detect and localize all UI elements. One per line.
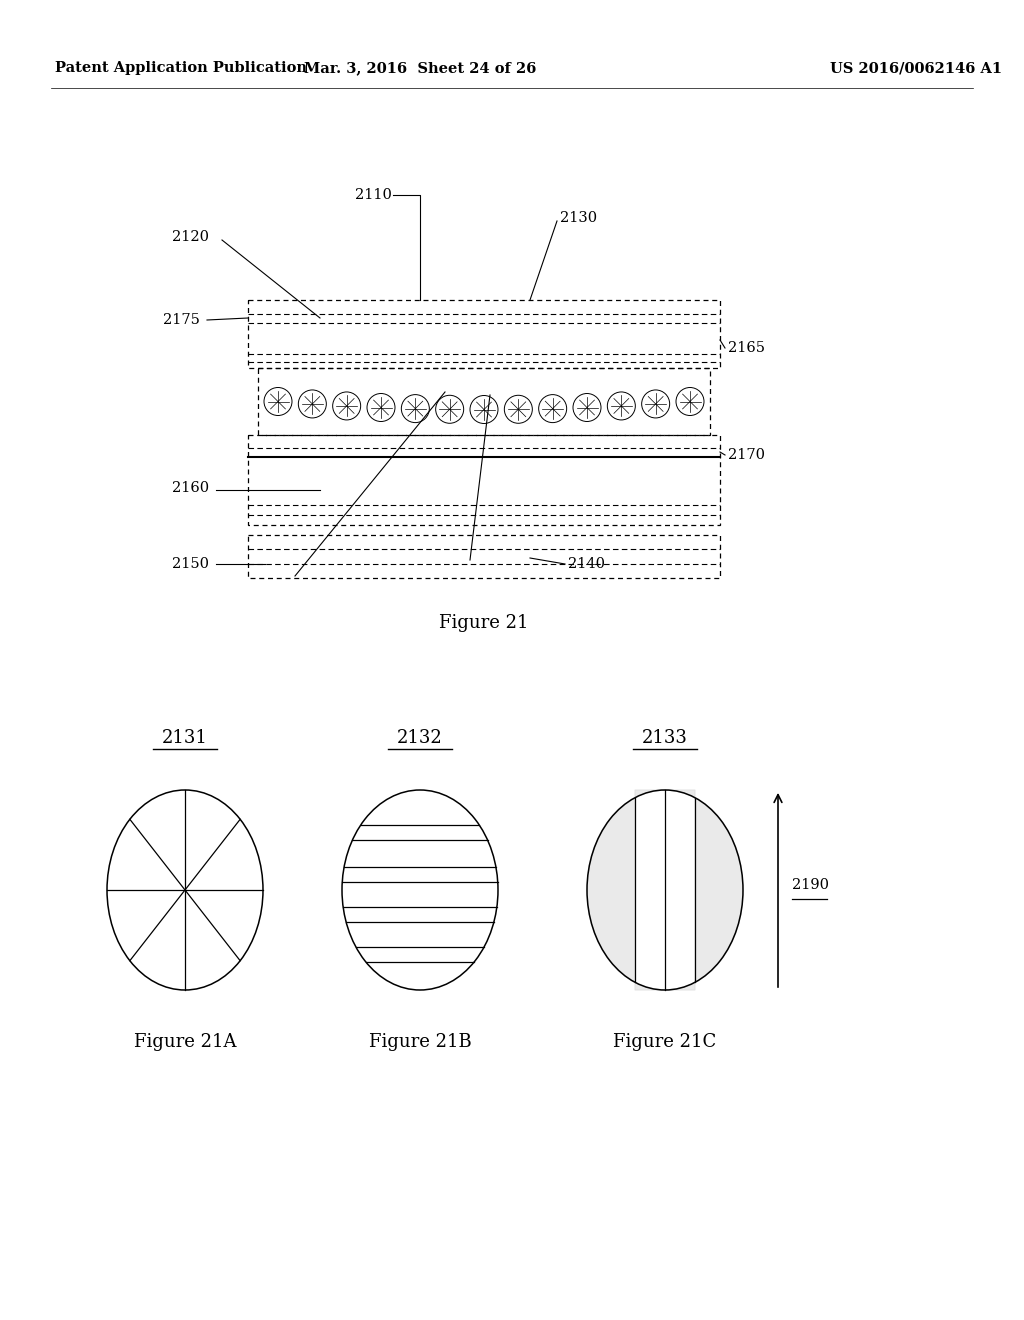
Text: Figure 21B: Figure 21B: [369, 1034, 471, 1051]
Text: 2131: 2131: [162, 729, 208, 747]
Text: 2132: 2132: [397, 729, 442, 747]
Text: 2170: 2170: [728, 447, 765, 462]
Polygon shape: [665, 789, 743, 990]
Polygon shape: [587, 789, 665, 990]
Text: Mar. 3, 2016  Sheet 24 of 26: Mar. 3, 2016 Sheet 24 of 26: [304, 61, 537, 75]
Text: Figure 21C: Figure 21C: [613, 1034, 717, 1051]
Text: 2130: 2130: [560, 211, 597, 224]
Text: 2140: 2140: [568, 557, 605, 572]
Text: 2160: 2160: [172, 480, 209, 495]
Text: Figure 21: Figure 21: [439, 614, 528, 632]
Text: Patent Application Publication: Patent Application Publication: [55, 61, 307, 75]
Text: Figure 21A: Figure 21A: [134, 1034, 237, 1051]
Text: 2165: 2165: [728, 341, 765, 355]
Text: US 2016/0062146 A1: US 2016/0062146 A1: [830, 61, 1002, 75]
Text: 2120: 2120: [172, 230, 209, 244]
Text: 2150: 2150: [172, 557, 209, 572]
Text: 2133: 2133: [642, 729, 688, 747]
Text: 2175: 2175: [163, 313, 200, 327]
Text: 2190: 2190: [792, 878, 829, 892]
Text: 2110: 2110: [355, 187, 392, 202]
